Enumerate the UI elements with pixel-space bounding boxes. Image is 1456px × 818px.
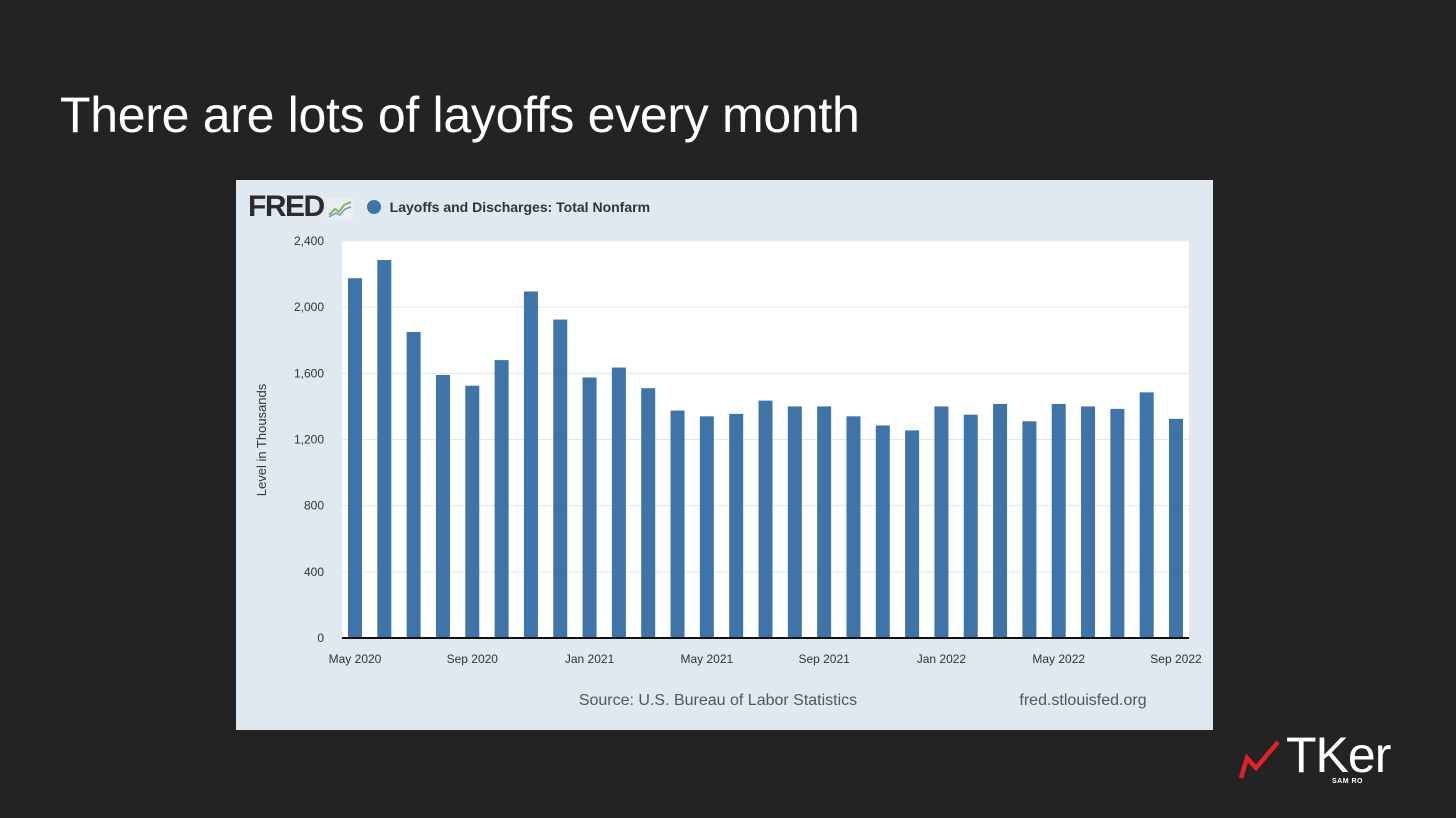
y-axis-label: Level in Thousands [254, 383, 269, 496]
bars [348, 260, 1183, 638]
tker-brand: TKer SAM RO [1236, 730, 1416, 790]
bar-2020-05 [348, 278, 362, 638]
bar-2022-03 [993, 403, 1008, 638]
bar-2022-04 [1022, 421, 1037, 638]
bar-2021-07 [758, 400, 773, 638]
bar-2021-08 [787, 406, 802, 638]
x-tick-label: Sep 2021 [798, 652, 850, 666]
y-tick-label: 1,200 [294, 433, 324, 447]
bar-2021-10 [846, 416, 861, 638]
y-tick-label: 1,600 [294, 366, 324, 380]
brand-subtitle: SAM RO [1332, 778, 1363, 785]
y-tick-labels: 0 400 800 1,200 1,600 2,000 2,400 [294, 234, 324, 645]
chart-svg: 0 400 800 1,200 1,600 2,000 2,400 May 2020 Sep … [254, 234, 1202, 709]
chart-header: FRED Layoffs and Discharges: Total Nonfa… [248, 190, 650, 224]
y-tick-label: 800 [304, 499, 324, 513]
bar-2022-09 [1169, 418, 1183, 638]
x-tick-label: Jan 2022 [917, 652, 967, 666]
bar-2020-08 [435, 374, 450, 638]
x-tick-label: May 2020 [329, 652, 382, 666]
fred-logo: FRED [248, 190, 325, 223]
bar-2020-10 [494, 360, 509, 638]
bar-2020-12 [553, 319, 568, 638]
bar-2021-12 [905, 430, 920, 638]
bar-2022-08 [1139, 392, 1154, 638]
legend-label: Layoffs and Discharges: Total Nonfarm [389, 199, 651, 215]
bar-2021-05 [699, 416, 714, 638]
bar-2021-03 [641, 388, 656, 638]
bar-2020-07 [406, 331, 421, 638]
x-tick-label: Sep 2020 [447, 652, 499, 666]
x-tick-label: Jan 2021 [565, 652, 615, 666]
bar-2021-01 [582, 377, 597, 638]
legend-marker [366, 200, 381, 214]
y-tick-label: 2,400 [294, 234, 324, 248]
x-tick-label: May 2022 [1032, 652, 1085, 666]
bar-2020-06 [377, 260, 392, 638]
trend-line-icon [1238, 740, 1280, 779]
bar-2021-02 [611, 367, 626, 638]
x-tick-label: Sep 2022 [1150, 652, 1202, 666]
bar-2022-01 [934, 406, 949, 638]
y-tick-label: 0 [317, 631, 324, 645]
y-tick-label: 400 [304, 565, 324, 579]
bar-2022-07 [1110, 408, 1125, 638]
bar-2022-02 [963, 414, 978, 638]
site-text: fred.stlouisfed.org [1019, 692, 1146, 709]
source-text: Source: U.S. Bureau of Labor Statistics [579, 692, 857, 709]
fred-graph-icon [326, 198, 353, 220]
bar-2021-11 [875, 425, 890, 638]
bar-2022-06 [1081, 406, 1096, 638]
brand-name: TKer [1286, 727, 1391, 783]
bar-2021-09 [817, 406, 832, 638]
bar-2021-04 [670, 410, 685, 638]
bar-2022-05 [1051, 403, 1066, 638]
fred-chart-panel: 0 400 800 1,200 1,600 2,000 2,400 May 2020 Sep … [236, 180, 1213, 730]
bar-2020-11 [523, 291, 538, 638]
slide-title: There are lots of layoffs every month [60, 87, 860, 143]
y-tick-label: 2,000 [294, 300, 324, 314]
bar-2021-06 [729, 413, 744, 638]
x-tick-label: May 2021 [681, 652, 734, 666]
bar-2020-09 [465, 385, 480, 638]
x-tick-labels: May 2020 Sep 2020 Jan 2021 May 2021 Sep 2021… [329, 652, 1202, 666]
